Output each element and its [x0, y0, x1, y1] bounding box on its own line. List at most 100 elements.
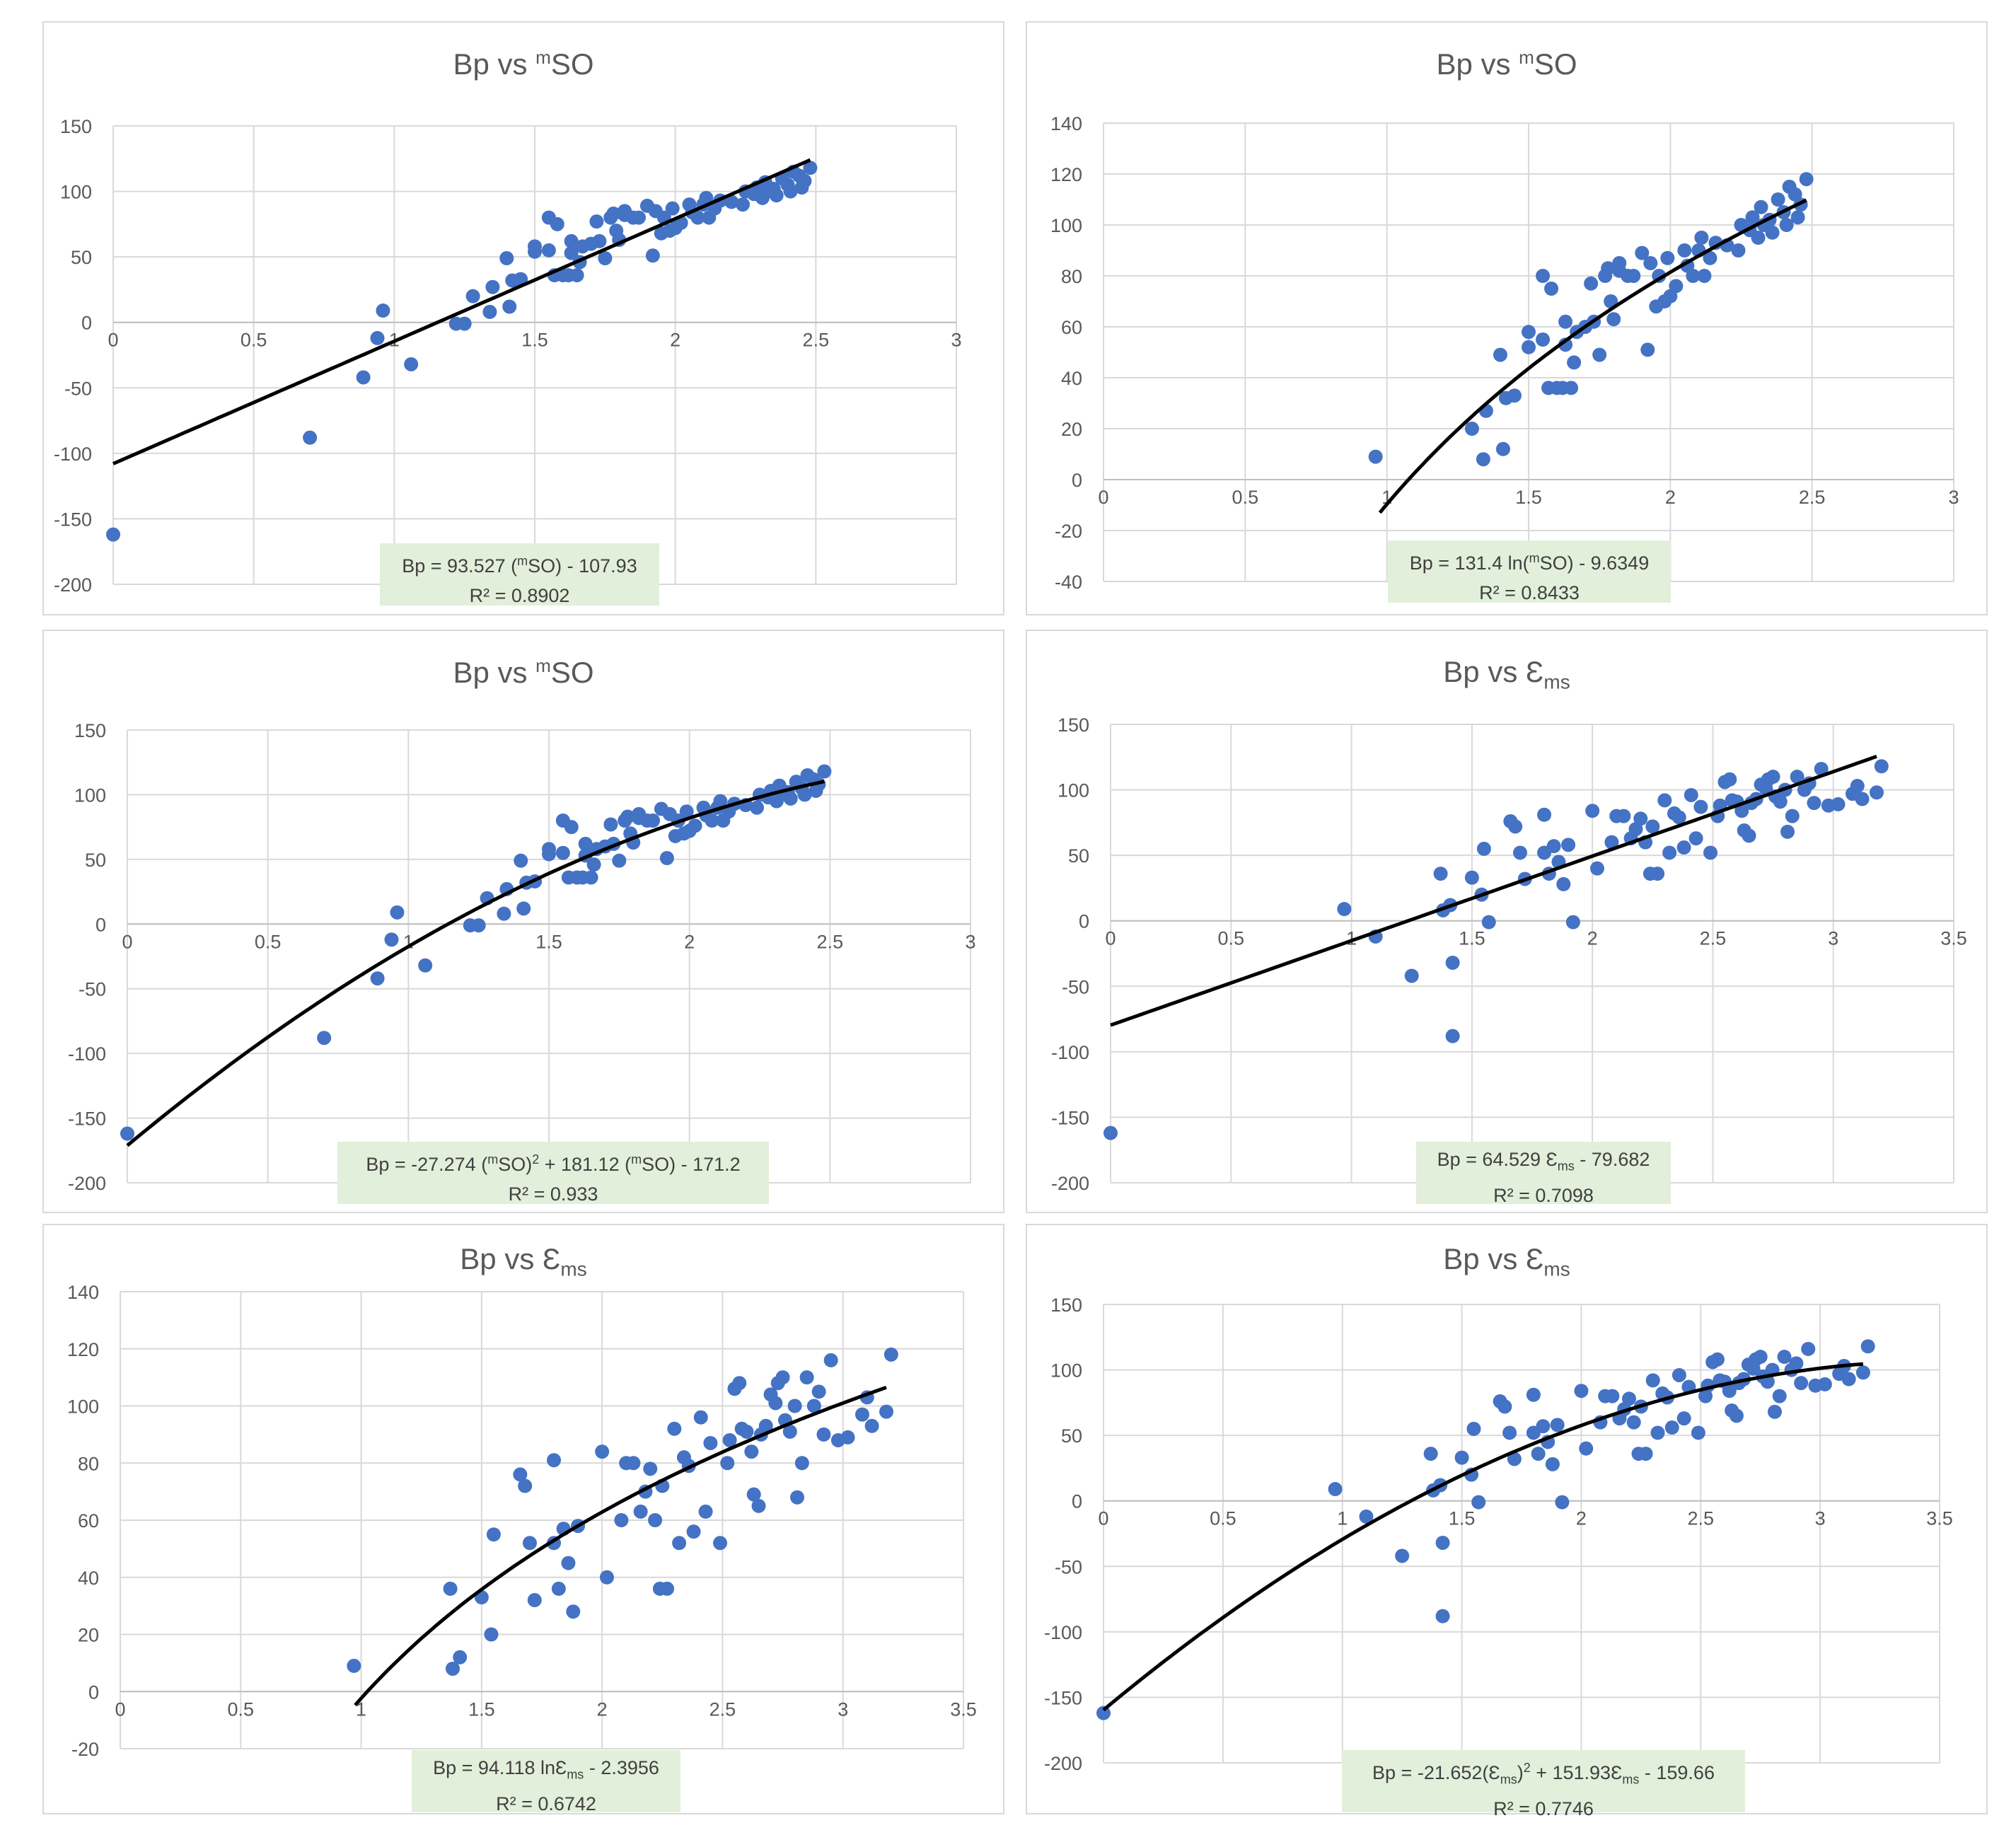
- title-text: Bp vs: [453, 47, 536, 81]
- data-point: [1703, 845, 1718, 860]
- data-point: [1507, 388, 1522, 403]
- data-point: [522, 1536, 537, 1551]
- data-point: [1537, 807, 1552, 822]
- x-tick-label: 3.5: [950, 1698, 977, 1720]
- y-tick-label: 100: [67, 1396, 99, 1418]
- x-tick-label: 2: [670, 330, 680, 351]
- x-tick-label: 2.5: [803, 330, 830, 351]
- y-tick-label: -50: [64, 378, 92, 399]
- data-point: [1096, 1706, 1111, 1720]
- y-tick-label: 140: [1050, 113, 1082, 134]
- data-point: [1433, 867, 1448, 881]
- data-point: [445, 1661, 460, 1676]
- data-point: [699, 190, 714, 205]
- data-point: [120, 1126, 134, 1141]
- chart-panel-6: Bp vs Ɛms 0.5 1 1.5 2 2.5 3 3.5 150 100 50 0 -50 -10…: [1026, 1224, 1988, 1819]
- y-tick-label: -40: [1055, 572, 1082, 593]
- data-point: [1684, 787, 1698, 802]
- data-point: [667, 1421, 682, 1436]
- x-tick-label: 2: [1576, 1508, 1587, 1529]
- data-point: [1605, 1389, 1620, 1403]
- data-point: [584, 870, 598, 885]
- x-tick-label: 0.5: [241, 330, 267, 351]
- data-point: [1616, 809, 1631, 823]
- y-tick-label: 0: [88, 1681, 99, 1703]
- x-tick-label: 0: [1098, 487, 1108, 508]
- data-point: [1841, 1372, 1856, 1386]
- data-point: [376, 303, 390, 318]
- y-tick-label: -200: [1051, 1173, 1089, 1194]
- y-tick-label: -150: [54, 509, 92, 530]
- data-point: [1731, 243, 1746, 257]
- y-tick-label: -50: [79, 979, 106, 1000]
- data-point: [1855, 792, 1870, 806]
- data-point: [1423, 1447, 1438, 1461]
- data-point: [1601, 261, 1616, 276]
- data-point: [1860, 1339, 1875, 1354]
- data-point: [1779, 218, 1794, 232]
- data-point: [1691, 1425, 1705, 1440]
- data-point: [1464, 422, 1479, 436]
- chart-title: Bp vs mSO: [1027, 47, 1986, 81]
- data-point: [1507, 1452, 1522, 1466]
- data-point: [1544, 282, 1559, 296]
- scatter-plot: 0.5 1 1.5 2 2.5 3 3.5 150 100 50 0 -50 -100 -150 -200 0: [1051, 714, 1967, 1194]
- data-point: [484, 1627, 499, 1642]
- y-tick-label: 40: [78, 1568, 99, 1589]
- data-point: [688, 818, 702, 833]
- data-point: [1502, 1425, 1517, 1440]
- data-point: [660, 1581, 675, 1596]
- y-tick-label: -100: [1044, 1622, 1082, 1643]
- data-point: [1765, 225, 1780, 240]
- y-tick-label: -150: [1044, 1687, 1082, 1708]
- y-tick-label: 0: [95, 914, 106, 935]
- y-tick-label: 120: [67, 1339, 99, 1360]
- trendline: [1110, 754, 1877, 1027]
- data-point: [1817, 1377, 1832, 1391]
- title-text: Bp vs Ɛ: [1443, 655, 1544, 688]
- data-point: [816, 1427, 831, 1442]
- data-point: [1536, 332, 1551, 347]
- data-point: [1579, 1441, 1594, 1456]
- data-point: [633, 1504, 648, 1519]
- y-tick-label: 60: [78, 1510, 99, 1532]
- data-point: [806, 1399, 821, 1413]
- data-point: [347, 1658, 361, 1673]
- data-point: [724, 195, 739, 209]
- data-point: [1640, 342, 1655, 357]
- data-point: [864, 1418, 879, 1433]
- y-tick-label: 100: [1050, 215, 1082, 236]
- x-tick-label: 0: [1098, 1508, 1108, 1529]
- data-point: [679, 804, 694, 819]
- x-tick-label: 0.5: [1210, 1508, 1236, 1529]
- data-point: [775, 1370, 790, 1385]
- chart-title: Bp vs mSO: [44, 47, 1003, 81]
- data-point: [739, 1424, 754, 1439]
- data-point: [1771, 192, 1785, 207]
- y-tick-label: -100: [1051, 1042, 1089, 1063]
- data-point: [1626, 1415, 1641, 1430]
- data-point: [1337, 902, 1352, 917]
- data-point: [1722, 1384, 1737, 1399]
- x-tick-label: 1.5: [1449, 1508, 1476, 1529]
- equation-box: Bp = 131.4 ln(mSO) - 9.6349 R² = 0.8433: [1388, 540, 1671, 603]
- data-point: [1785, 809, 1800, 823]
- data-point: [1471, 1495, 1486, 1510]
- data-point: [1584, 276, 1599, 291]
- r-squared-label: R² = 0.8433: [1479, 582, 1580, 603]
- title-sup: m: [535, 655, 551, 676]
- data-point: [404, 357, 419, 371]
- x-tick-label: 3: [951, 330, 961, 351]
- r-squared-label: R² = 0.6742: [496, 1793, 596, 1815]
- data-point: [1546, 839, 1561, 854]
- data-point: [1688, 831, 1703, 846]
- data-point: [457, 316, 472, 331]
- data-point: [516, 901, 531, 916]
- data-point: [390, 905, 405, 920]
- data-point: [768, 1396, 783, 1411]
- title-sub: ms: [1543, 671, 1570, 693]
- title-text: Bp vs: [453, 656, 536, 689]
- data-point: [1790, 770, 1804, 784]
- data-point: [541, 243, 556, 257]
